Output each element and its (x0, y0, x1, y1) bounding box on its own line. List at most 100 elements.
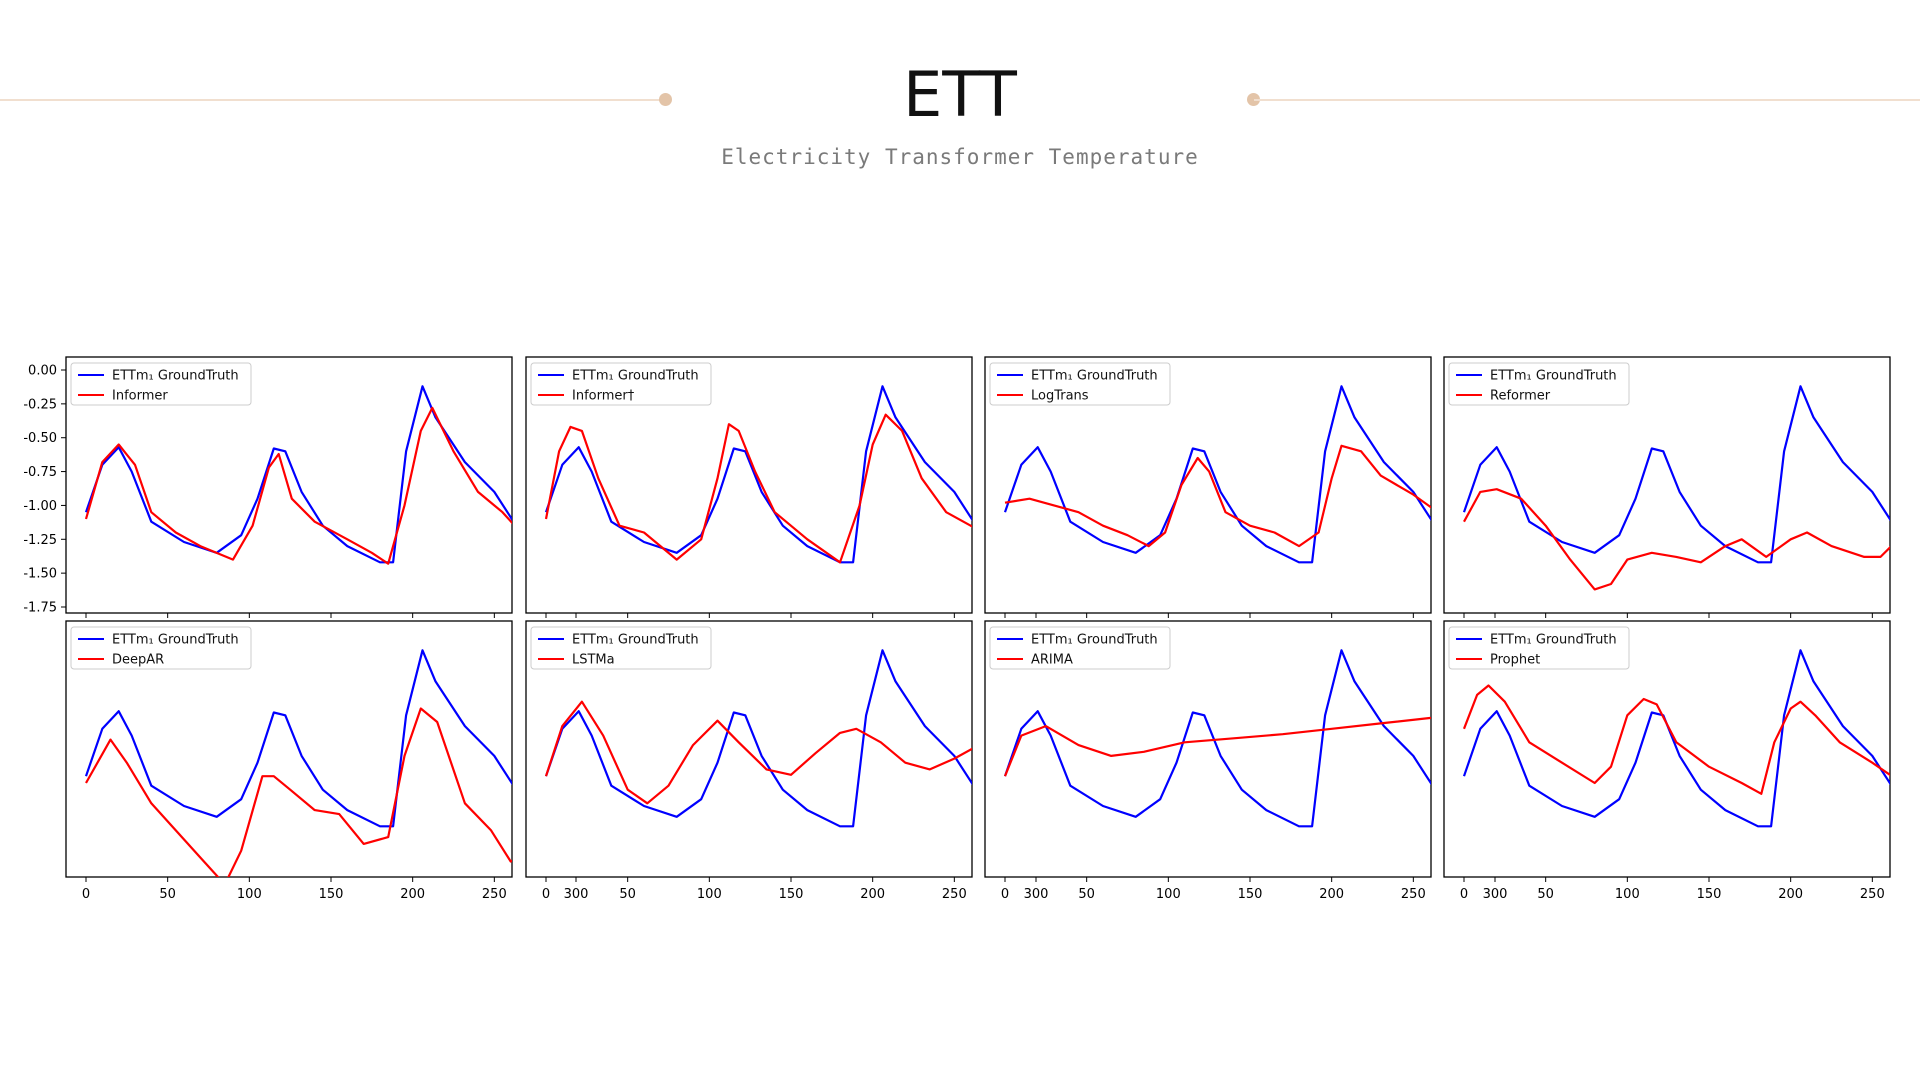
chart-3-series-group (1003, 385, 1431, 564)
chart-6-xtick-label-2: 50 (619, 887, 636, 902)
chart-4-legend-label-2: Reformer (1490, 389, 1551, 404)
chart-7-xtick-label-4: 150 (1238, 887, 1263, 902)
chart-2-series-prediction-line (544, 413, 972, 564)
chart-8-legend-box (1448, 626, 1630, 670)
chart-1-ytick-label-6: -1.25 (23, 533, 57, 548)
chart-6-xtick-label-1: 0 (542, 887, 550, 902)
chart-1-ytick-label-5: -1.00 (23, 499, 57, 514)
chart-3-series-prediction-line (1004, 444, 1431, 548)
chart-1-series-prediction-line (84, 406, 512, 565)
chart-7-xtick-label-1: 0 (1001, 887, 1009, 902)
header-dot-left (659, 93, 672, 106)
chart-6-xtick-label-6: 250 (942, 887, 967, 902)
chart-panel-1: ETTm₁ GroundTruth Informer 0.00 -0.25 -0.50 -… (23, 356, 577, 618)
chart-5-series-group (84, 649, 512, 877)
chart-7-legend-label-1: ETTm₁ GroundTruth (1031, 633, 1158, 648)
chart-1-legend-label-2: Informer (112, 389, 168, 404)
chart-7-xtick-label-3: 100 (1156, 887, 1181, 902)
chart-6-series-groundtruth-line (544, 649, 972, 828)
chart-7-xtick-label-7: 300 (1483, 887, 1508, 902)
chart-6-xtick-label-7: 300 (1024, 887, 1049, 902)
chart-4-series-group (1462, 385, 1890, 591)
chart-1-ytick-label-3: -0.50 (23, 431, 57, 446)
chart-6-legend-label-2: LSTMa (572, 653, 615, 668)
chart-5-series-groundtruth-line (84, 649, 512, 828)
chart-7-series-groundtruth-line (1003, 649, 1431, 828)
chart-6-legend-box (530, 626, 712, 670)
chart-6-legend-label-1: ETTm₁ GroundTruth (572, 633, 699, 648)
chart-8-xtick-label-4: 150 (1697, 887, 1722, 902)
chart-5-xtick-label-5: 200 (400, 887, 425, 902)
chart-1-ytick-label-7: -1.50 (23, 567, 57, 582)
chart-1-ytick-label-8: -1.75 (23, 601, 57, 616)
chart-1-ytick-label-4: -0.75 (23, 465, 57, 480)
chart-8-legend-label-2: Prophet (1490, 653, 1540, 668)
chart-1-legend: ETTm₁ GroundTruth Informer (70, 362, 252, 406)
chart-7-series-group (1003, 649, 1431, 828)
chart-3-legend-box (989, 362, 1171, 406)
chart-5-legend-label-1: ETTm₁ GroundTruth (112, 633, 239, 648)
chart-5-xtick-label-6: 250 (482, 887, 507, 902)
chart-panel-7: ETTm₁ GroundTruth ARIMA 0 50 100 150 200 250 300 (984, 620, 1508, 902)
header-rule-right (1254, 99, 1920, 101)
chart-3-series-groundtruth-line (1003, 385, 1431, 564)
chart-5-series-prediction-line (85, 707, 512, 877)
chart-5-xtick-label-7: 300 (564, 887, 589, 902)
chart-4-legend-box (1448, 362, 1630, 406)
chart-6-series-group (544, 649, 972, 828)
page-subtitle: Electricity Transformer Temperature (721, 145, 1199, 169)
chart-8-xtick-label-3: 100 (1615, 887, 1640, 902)
chart-6-legend: ETTm₁ GroundTruth LSTMa (530, 626, 712, 670)
chart-7-xtick-label-5: 200 (1319, 887, 1344, 902)
chart-1-ytick-label-1: 0.00 (28, 364, 57, 379)
chart-panel-3: ETTm₁ GroundTruth LogTrans (984, 356, 1496, 618)
chart-8-xtick-label-1: 0 (1460, 887, 1468, 902)
header-rule-left (0, 99, 660, 101)
chart-panel-5: ETTm₁ GroundTruth DeepAR 0 50 100 150 200 250 30… (65, 620, 589, 902)
chart-8-series-groundtruth-line (1462, 649, 1890, 828)
chart-1-legend-box (70, 362, 252, 406)
chart-6-xtick-label-5: 200 (860, 887, 885, 902)
chart-panel-4: ETTm₁ GroundTruth Reformer (1443, 356, 1891, 618)
chart-5-legend-label-2: DeepAR (112, 653, 164, 668)
chart-8-series-prediction-line (1462, 684, 1890, 795)
chart-5-xtick-label-3: 100 (237, 887, 262, 902)
chart-5-xtick-label-2: 50 (159, 887, 176, 902)
chart-2-legend-label-2: Informer† (572, 389, 635, 404)
chart-5-legend-box (70, 626, 252, 670)
chart-7-xtick-label-2: 50 (1078, 887, 1095, 902)
chart-7-series-prediction-line (1003, 716, 1431, 777)
chart-3-legend: ETTm₁ GroundTruth LogTrans (989, 362, 1171, 406)
chart-panel-8: ETTm₁ GroundTruth Prophet 0 50 100 150 200 250 3… (1443, 620, 1891, 902)
chart-6-series-prediction-line (544, 700, 972, 805)
chart-6-xtick-label-3: 100 (697, 887, 722, 902)
chart-4-series-prediction-line (1463, 488, 1890, 591)
chart-7-legend-label-2: ARIMA (1031, 653, 1073, 668)
chart-8-series-group (1462, 649, 1890, 828)
chart-5-xtick-label-1: 0 (82, 887, 90, 902)
header-dot-right (1247, 93, 1260, 106)
chart-7-legend-box (989, 626, 1171, 670)
page-title: ETT (903, 58, 1017, 131)
chart-2-legend: ETTm₁ GroundTruth Informer† (530, 362, 712, 406)
chart-8-xtick-label-6: 250 (1860, 887, 1885, 902)
chart-1-legend-label-1: ETTm₁ GroundTruth (112, 369, 239, 384)
chart-5-xtick-label-4: 150 (319, 887, 344, 902)
chart-2-series-group (544, 385, 972, 564)
chart-8-legend-label-1: ETTm₁ GroundTruth (1490, 633, 1617, 648)
chart-3-legend-label-1: ETTm₁ GroundTruth (1031, 369, 1158, 384)
chart-5-legend: ETTm₁ GroundTruth DeepAR (70, 626, 252, 670)
chart-6-xtick-label-4: 150 (779, 887, 804, 902)
chart-2-legend-box (530, 362, 712, 406)
chart-4-series-groundtruth-line (1462, 385, 1890, 564)
chart-8-xtick-label-5: 200 (1778, 887, 1803, 902)
chart-4-legend: ETTm₁ GroundTruth Reformer (1448, 362, 1630, 406)
chart-7-legend: ETTm₁ GroundTruth ARIMA (989, 626, 1171, 670)
chart-8-legend: ETTm₁ GroundTruth Prophet (1448, 626, 1630, 670)
chart-3-legend-label-2: LogTrans (1031, 389, 1089, 404)
chart-1-ytick-label-2: -0.25 (23, 397, 57, 412)
chart-1-series-groundtruth-line (84, 385, 512, 564)
chart-panel-2: ETTm₁ GroundTruth Informer† (525, 356, 1037, 618)
chart-2-legend-label-1: ETTm₁ GroundTruth (572, 369, 699, 384)
chart-1-series-group (84, 385, 512, 565)
